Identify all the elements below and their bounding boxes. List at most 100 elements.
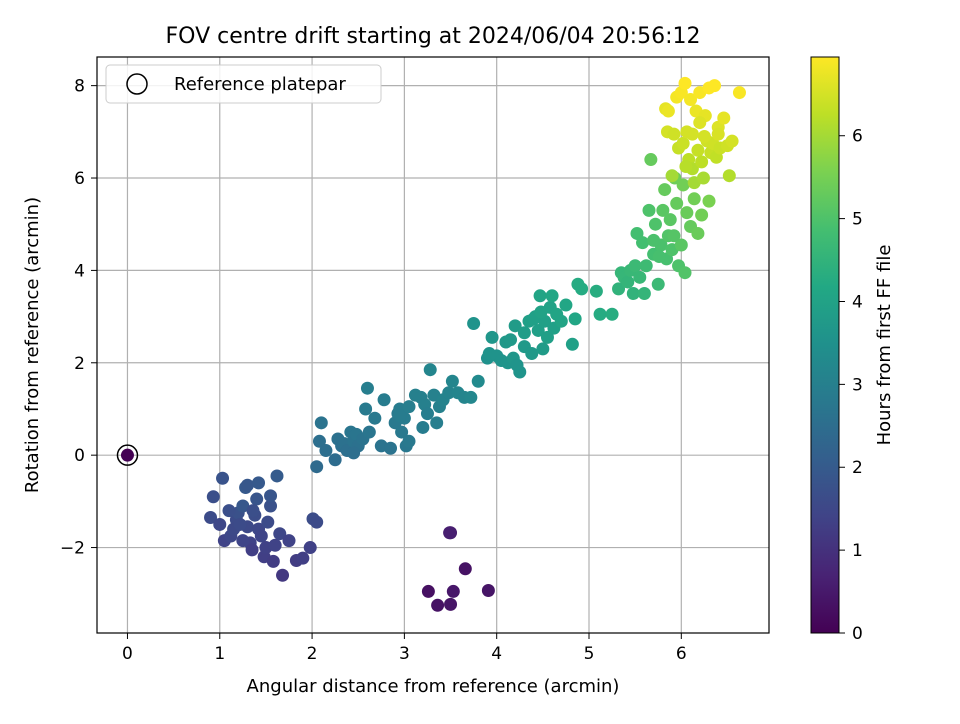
data-point [395, 425, 409, 439]
data-point [458, 562, 472, 576]
data-point [359, 402, 373, 416]
data-point [642, 203, 656, 217]
data-point [233, 517, 247, 531]
data-point [536, 342, 550, 356]
data-point [276, 568, 290, 582]
data-point [264, 499, 278, 513]
data-point [421, 584, 435, 598]
data-point [697, 129, 711, 143]
colorbar [810, 56, 840, 634]
data-point [213, 517, 227, 531]
data-point [368, 411, 382, 425]
data-point [648, 217, 662, 231]
data-point [678, 76, 692, 90]
data-point [711, 127, 725, 141]
data-point [702, 194, 716, 208]
x-tick-label: 2 [307, 644, 318, 664]
data-point [674, 238, 688, 252]
data-point [663, 213, 677, 227]
data-point [651, 277, 665, 291]
data-point [347, 446, 361, 460]
data-point [250, 492, 264, 506]
data-point [684, 92, 698, 106]
y-tick-label: 2 [74, 354, 85, 374]
data-point [393, 409, 407, 423]
data-point [270, 469, 284, 483]
data-point [691, 226, 705, 240]
legend: Reference platepar [105, 64, 382, 104]
data-point [680, 206, 694, 220]
data-point [222, 504, 236, 518]
data-point [670, 196, 684, 210]
data-point [565, 337, 579, 351]
data-point [445, 374, 459, 388]
colorbar-tick-label: 2 [852, 458, 863, 478]
data-point [314, 416, 328, 430]
y-tick-label: −2 [60, 539, 85, 559]
data-point [254, 529, 268, 543]
legend-label: Reference platepar [174, 74, 346, 95]
data-point [513, 365, 527, 379]
chart-title: FOV centre drift starting at 2024/06/04 … [166, 24, 701, 49]
data-point [444, 597, 458, 611]
data-point [695, 208, 709, 222]
data-point [717, 111, 731, 125]
data-point [559, 298, 573, 312]
data-point [384, 441, 398, 455]
data-point [268, 538, 282, 552]
data-point [303, 541, 317, 555]
data-point [416, 420, 430, 434]
data-point [725, 134, 739, 148]
colorbar-tick-label: 1 [852, 541, 863, 561]
data-point [471, 374, 485, 388]
data-point [420, 407, 434, 421]
data-point [695, 155, 709, 169]
data-point [612, 282, 626, 296]
data-point [402, 434, 416, 448]
data-point [252, 476, 266, 490]
data-point [360, 381, 374, 395]
data-point [312, 434, 326, 448]
data-point [687, 192, 701, 206]
data-point [639, 259, 653, 273]
data-point [362, 425, 376, 439]
data-point [319, 444, 333, 458]
data-point [485, 330, 499, 344]
data-point [508, 319, 522, 333]
data-point [708, 79, 722, 93]
colorbar-tick-label: 4 [852, 292, 863, 312]
data-point [554, 314, 568, 328]
data-point [517, 326, 531, 340]
x-axis-ticks: 0 1 2 3 4 5 6 [122, 633, 687, 664]
data-point [377, 393, 391, 407]
x-axis-label: Angular distance from reference (arcmin) [247, 676, 620, 697]
data-point [691, 143, 705, 157]
data-point [575, 282, 589, 296]
data-point [626, 286, 640, 300]
data-point [676, 178, 690, 192]
data-point [216, 471, 230, 485]
y-tick-label: 6 [74, 169, 85, 189]
data-point [464, 390, 478, 404]
data-point [628, 259, 642, 273]
data-point [328, 453, 342, 467]
reference-point [120, 448, 134, 462]
data-point [402, 400, 416, 414]
data-point [296, 551, 310, 565]
data-point [236, 534, 250, 548]
data-point [264, 489, 278, 503]
colorbar-tick-label: 0 [852, 624, 863, 644]
colorbar-ticks: 0 1 2 3 4 5 6 [839, 127, 863, 644]
data-point [533, 289, 547, 303]
data-point [534, 305, 548, 319]
data-point [540, 330, 554, 344]
data-point [633, 270, 647, 284]
data-point [261, 515, 275, 529]
data-point [636, 236, 650, 250]
grid-lines [97, 57, 769, 633]
y-tick-label: 4 [74, 261, 85, 281]
colorbar-tick-label: 3 [852, 375, 863, 395]
data-point [568, 312, 582, 326]
data-point [678, 266, 692, 280]
